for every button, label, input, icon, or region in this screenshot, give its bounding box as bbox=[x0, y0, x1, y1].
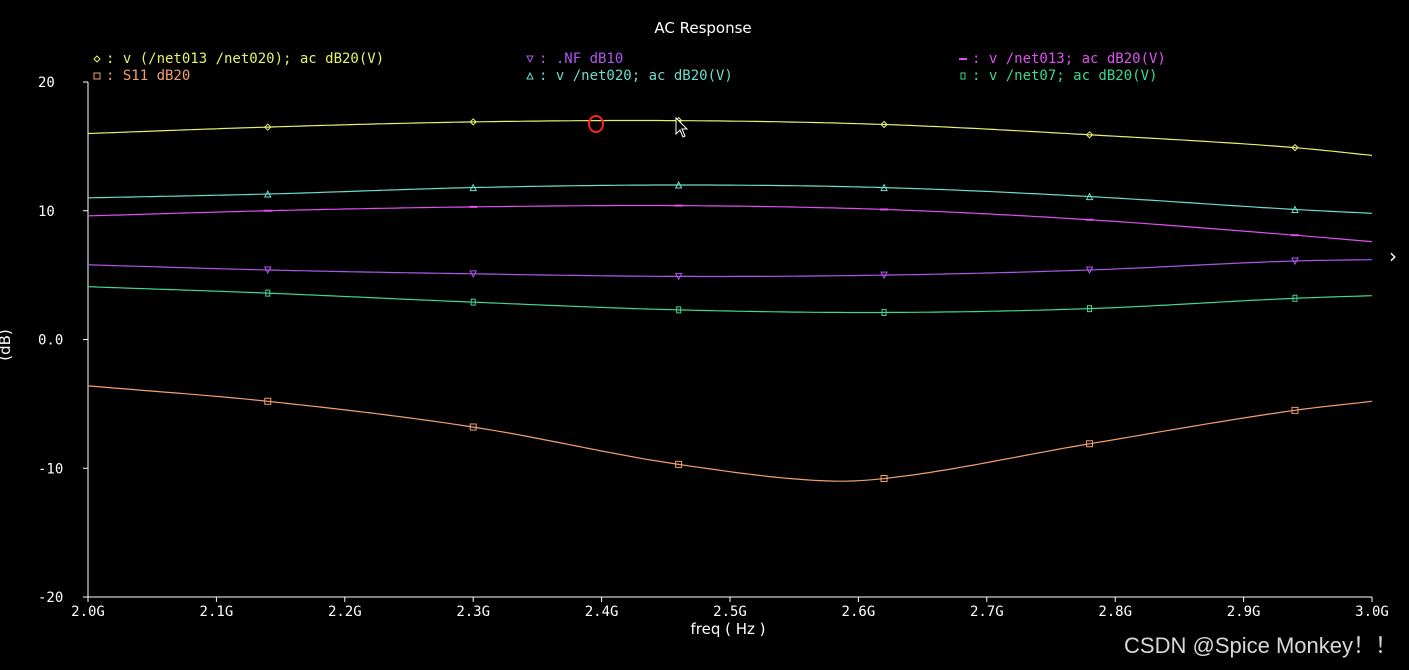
data-point-marker bbox=[674, 272, 683, 281]
y-ticks: 20 10 0.0 -10 -20 bbox=[38, 75, 88, 606]
legend-item: : v /net07; ac dB20(V) bbox=[960, 68, 1157, 84]
data-point-marker bbox=[1292, 294, 1298, 302]
data-point-marker bbox=[469, 183, 478, 192]
series-line bbox=[87, 119, 1373, 156]
data-point-marker bbox=[1291, 205, 1299, 213]
x-tick-label: 2.0G bbox=[71, 604, 105, 620]
data-point-marker bbox=[526, 71, 534, 80]
mouse-pointer-icon bbox=[675, 116, 689, 138]
series-3 bbox=[87, 180, 1373, 214]
x-tick-label: 3.0G bbox=[1355, 604, 1389, 620]
data-point-marker bbox=[881, 308, 887, 316]
series-line bbox=[87, 184, 1373, 214]
data-point-marker bbox=[469, 423, 477, 431]
x-tick-label: 2.2G bbox=[328, 604, 362, 620]
watermark: CSDN @Spice Monkey！！ bbox=[1124, 633, 1397, 658]
y-tick-label: 10 bbox=[38, 204, 55, 220]
data-point-marker bbox=[1086, 440, 1094, 448]
series-line bbox=[87, 204, 1373, 243]
cursor-annotation-mark bbox=[588, 115, 604, 133]
x-tick-label: 2.1G bbox=[200, 604, 234, 620]
data-point-marker bbox=[880, 475, 888, 483]
series-line bbox=[87, 385, 1373, 482]
x-tick-label: 2.8G bbox=[1098, 604, 1132, 620]
x-tick-label: 2.5G bbox=[713, 604, 747, 620]
data-point-marker bbox=[1291, 143, 1299, 152]
data-point-marker bbox=[1085, 192, 1094, 201]
legend-item: : .NF dB10 bbox=[526, 51, 623, 67]
legend-label: : v /net020; ac dB20(V) bbox=[539, 68, 733, 84]
x-axis-label: freq ( Hz ) bbox=[690, 620, 765, 638]
series-line bbox=[87, 286, 1373, 314]
legend-item: : v /net020; ac dB20(V) bbox=[526, 68, 733, 84]
data-point-marker bbox=[960, 72, 966, 80]
data-point-marker bbox=[676, 306, 682, 314]
x-tick-label: 2.4G bbox=[585, 604, 619, 620]
legend-label: : .NF dB10 bbox=[539, 51, 623, 67]
y-axis-label: (dB) bbox=[0, 329, 14, 361]
data-point-marker bbox=[1085, 131, 1094, 139]
y-tick-label: 20 bbox=[38, 75, 55, 91]
data-point-marker bbox=[880, 120, 888, 129]
data-point-marker bbox=[93, 72, 101, 80]
legend-label: : v /net013; ac dB20(V) bbox=[972, 51, 1166, 67]
chart-title: AC Response bbox=[654, 19, 751, 37]
axes bbox=[87, 82, 1372, 598]
data-point-marker bbox=[1087, 305, 1093, 313]
x-tick-label: 2.3G bbox=[456, 604, 490, 620]
legend-item: : S11 dB20 bbox=[93, 68, 190, 84]
data-point-marker bbox=[675, 460, 683, 468]
data-point-marker bbox=[674, 180, 683, 189]
data-point-marker bbox=[880, 183, 888, 192]
series-2 bbox=[87, 257, 1373, 281]
y-tick-label: 0.0 bbox=[38, 333, 63, 349]
data-point-marker bbox=[263, 266, 272, 275]
series-1 bbox=[87, 385, 1373, 483]
legend-item: : v (/net013 /net020); ac dB20(V) bbox=[93, 51, 384, 67]
data-point-marker bbox=[1085, 266, 1094, 275]
data-point-marker bbox=[880, 271, 888, 280]
data-point-marker bbox=[264, 397, 272, 405]
legend-label: : v /net07; ac dB20(V) bbox=[972, 68, 1157, 84]
data-point-marker bbox=[469, 270, 478, 278]
x-tick-label: 2.6G bbox=[842, 604, 876, 620]
x-tick-label: 2.7G bbox=[970, 604, 1004, 620]
legend: : v (/net013 /net020); ac dB20(V): S11 d… bbox=[93, 51, 1166, 84]
x-tick-label: 2.9G bbox=[1227, 604, 1261, 620]
chevron-right-icon[interactable]: › bbox=[1389, 244, 1397, 268]
data-point-marker bbox=[469, 118, 477, 126]
data-point-marker bbox=[1291, 257, 1299, 266]
data-point-marker bbox=[263, 189, 272, 198]
series-4 bbox=[87, 204, 1373, 243]
x-ticks: 2.0G 2.1G 2.2G 2.3G 2.4G 2.5G 2.6G 2.7G 2.8G 2.9G… bbox=[71, 597, 1389, 620]
y-tick-label: -10 bbox=[38, 461, 63, 477]
data-point-marker bbox=[93, 55, 101, 63]
data-point-marker bbox=[264, 123, 272, 131]
series-0 bbox=[87, 116, 1373, 156]
plot-area bbox=[87, 116, 1373, 483]
series-5 bbox=[87, 286, 1373, 316]
data-point-marker bbox=[265, 289, 271, 297]
legend-item: : v /net013; ac dB20(V) bbox=[959, 51, 1166, 67]
legend-label: : v (/net013 /net020); ac dB20(V) bbox=[106, 51, 384, 67]
data-point-marker bbox=[1291, 406, 1299, 414]
y-tick-label: -20 bbox=[38, 590, 63, 606]
legend-label: : S11 dB20 bbox=[106, 68, 190, 84]
series-line bbox=[87, 259, 1373, 278]
data-point-marker bbox=[526, 55, 534, 64]
data-point-marker bbox=[470, 298, 476, 306]
